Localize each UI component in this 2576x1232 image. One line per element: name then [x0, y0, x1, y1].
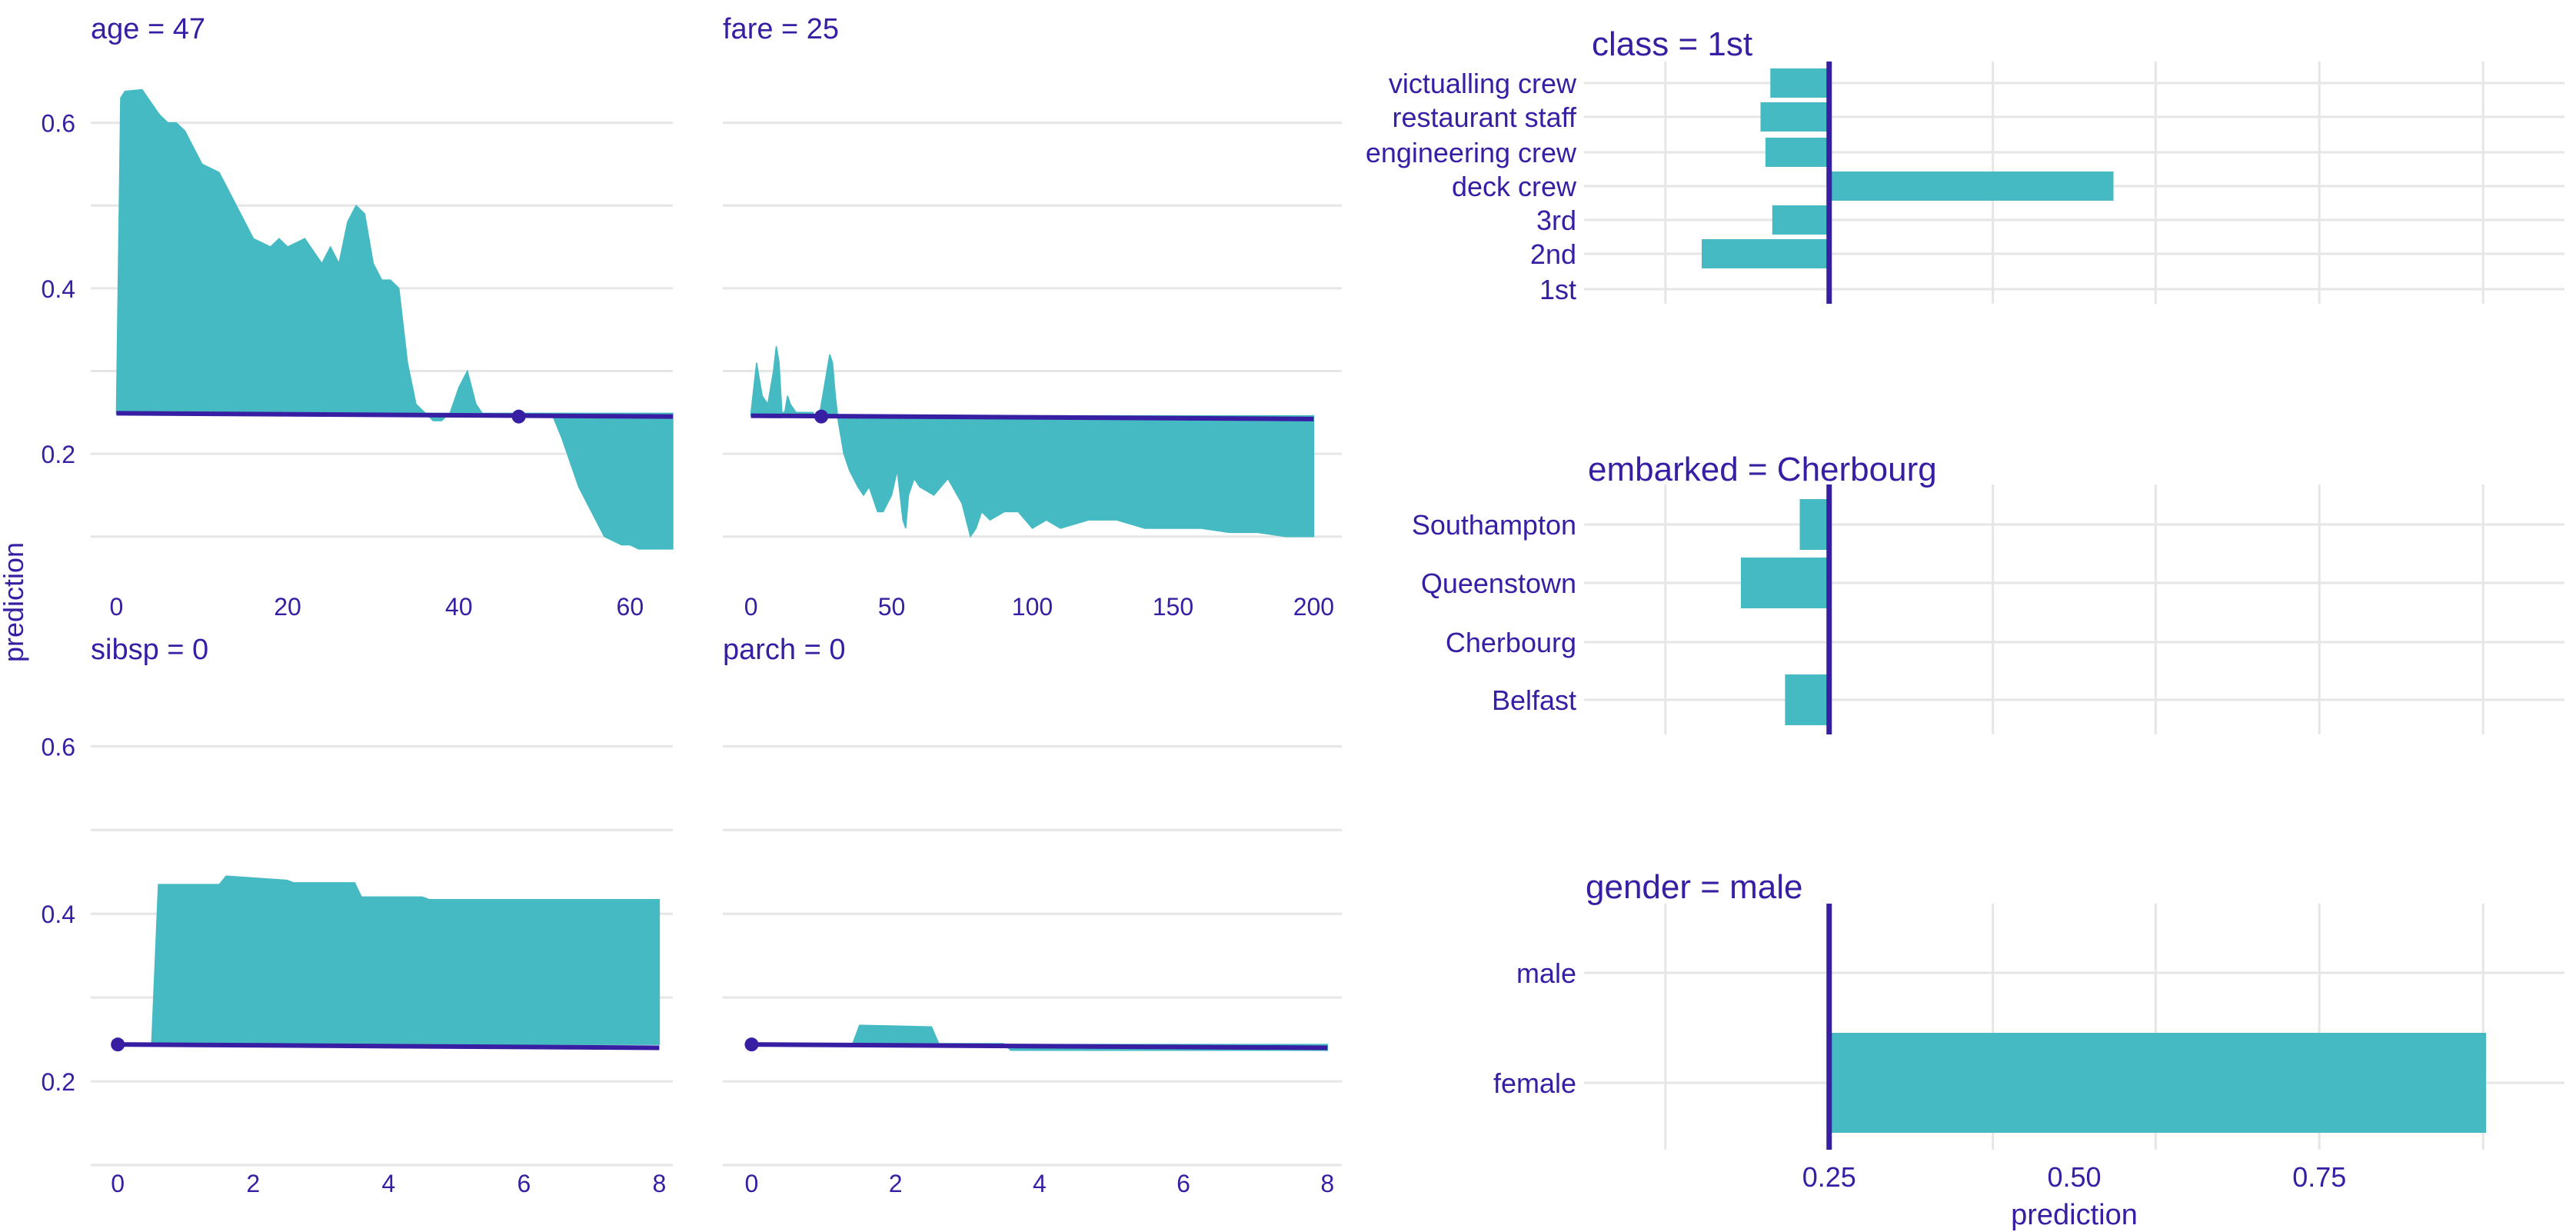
bar: [1772, 205, 1829, 235]
category-label: engineering crew: [1366, 137, 1577, 168]
y-tick-label: 0.4: [42, 901, 75, 928]
category-label: Cherbourg: [1446, 627, 1576, 658]
bar: [1760, 102, 1829, 132]
panel-title: sibsp = 0: [91, 634, 208, 666]
x-tick-label: 0: [744, 593, 758, 621]
profile-area: [750, 346, 1315, 538]
y-tick-label: 0.6: [42, 733, 75, 761]
panel-title: class = 1st: [1592, 25, 1752, 63]
observation-point: [511, 409, 526, 424]
y-tick-label: 0.2: [42, 1068, 75, 1096]
panel-title: embarked = Cherbourg: [1588, 451, 1937, 488]
bar: [1741, 558, 1829, 608]
x-tick-label: 150: [1153, 593, 1193, 621]
x-tick-label: 2: [246, 1170, 260, 1197]
baseline-line: [118, 1042, 660, 1051]
x-tick-label: 2: [889, 1170, 903, 1197]
category-label: Queenstown: [1421, 568, 1576, 599]
category-label: Belfast: [1492, 684, 1576, 716]
x-tick-label: 60: [617, 593, 644, 621]
x-tick-label: 4: [1033, 1170, 1047, 1197]
bar: [1799, 499, 1829, 550]
panel-title: parch = 0: [723, 634, 846, 666]
x-tick-label: 0.50: [2047, 1161, 2101, 1193]
profile-area: [118, 875, 661, 1045]
category-label: restaurant staff: [1393, 102, 1577, 133]
category-label: 3rd: [1536, 205, 1576, 236]
bar: [1829, 171, 2114, 201]
x-tick-label: 8: [1320, 1170, 1334, 1197]
bar: [1829, 1033, 2486, 1133]
x-tick-label: 40: [445, 593, 473, 621]
x-tick-label: 0: [111, 1170, 125, 1197]
category-label: female: [1493, 1067, 1576, 1099]
x-tick-label: 0.25: [1802, 1161, 1856, 1193]
x-tick-label: 0: [109, 593, 123, 621]
x-tick-label: 4: [381, 1170, 395, 1197]
baseline-line: [751, 413, 1314, 421]
observation-point: [744, 1037, 759, 1052]
panel-title: fare = 25: [723, 13, 839, 45]
category-label: male: [1516, 957, 1576, 989]
bar: [1765, 138, 1829, 167]
category-label: 2nd: [1530, 238, 1576, 270]
x-tick-label: 6: [517, 1170, 531, 1197]
category-label: Southampton: [1412, 509, 1576, 541]
x-tick-label: 50: [878, 593, 906, 621]
observation-point: [111, 1037, 125, 1052]
x-tick-label: 6: [1177, 1170, 1190, 1197]
category-label: victualling crew: [1389, 68, 1577, 99]
observation-point: [814, 409, 829, 424]
x-tick-label: 0: [745, 1170, 759, 1197]
category-label: deck crew: [1452, 171, 1577, 202]
x-axis-label: prediction: [2011, 1199, 2138, 1231]
x-tick-label: 20: [274, 593, 301, 621]
x-tick-label: 0.75: [2292, 1161, 2346, 1193]
y-tick-label: 0.4: [42, 275, 75, 303]
y-tick-label: 0.2: [42, 441, 75, 468]
category-label: 1st: [1539, 274, 1576, 305]
bar: [1770, 68, 1829, 98]
x-tick-label: 8: [652, 1170, 666, 1197]
bar: [1785, 674, 1829, 725]
x-tick-label: 200: [1293, 593, 1334, 621]
y-tick-label: 0.6: [42, 110, 75, 138]
bar: [1702, 239, 1829, 268]
x-tick-label: 100: [1012, 593, 1053, 621]
shared-y-axis-label: prediction: [0, 542, 29, 662]
baseline-line: [116, 411, 674, 419]
baseline-line: [751, 1042, 1328, 1051]
panel-title: age = 47: [91, 13, 205, 45]
panel-title: gender = male: [1586, 868, 1803, 906]
